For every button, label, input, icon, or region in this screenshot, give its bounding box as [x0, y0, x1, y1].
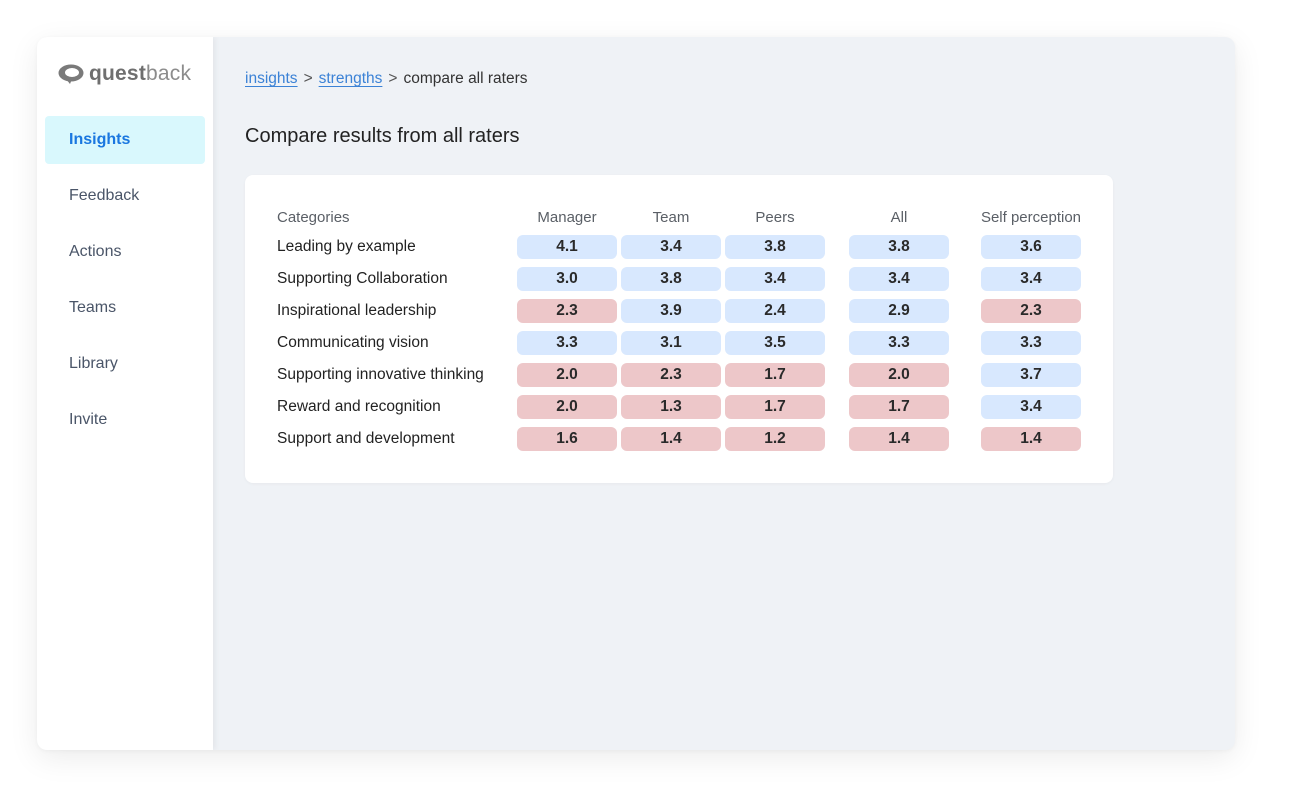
sidebar-nav: Insights Feedback Actions Teams Library … [45, 116, 205, 452]
score-cell-all: 1.4 [849, 427, 949, 451]
table-row: Supporting innovative thinking 2.0 2.3 1.7 2… [277, 359, 1083, 391]
score-cell-self-perception: 3.6 [981, 235, 1081, 259]
brand-logo[interactable]: questback [57, 61, 191, 87]
speech-bubble-icon [58, 64, 84, 84]
score-cell-team: 1.3 [621, 395, 721, 419]
brand-name-light: back [146, 62, 192, 85]
score-cell-self-perception: 3.7 [981, 363, 1081, 387]
page-title: Compare results from all raters [245, 125, 520, 147]
category-label: Communicating vision [277, 334, 429, 351]
table-row: Communicating vision 3.3 3.1 3.5 3.3 3.3 [277, 327, 1083, 359]
score-cell-self-perception: 3.4 [981, 395, 1081, 419]
score-cell-all: 3.3 [849, 331, 949, 355]
score-cell-team: 1.4 [621, 427, 721, 451]
score-cell-all: 1.7 [849, 395, 949, 419]
table-row: Supporting Collaboration 3.0 3.8 3.4 3.4 3.4 [277, 263, 1083, 295]
category-label: Supporting Collaboration [277, 270, 448, 287]
score-cell-peers: 2.4 [725, 299, 825, 323]
breadcrumb-separator: > [303, 70, 313, 87]
column-header-self-perception: Self perception [980, 208, 1082, 226]
score-cell-team: 3.4 [621, 235, 721, 259]
column-header-peers: Peers [755, 208, 795, 226]
score-cell-manager: 3.0 [517, 267, 617, 291]
score-cell-peers: 3.5 [725, 331, 825, 355]
column-header-categories: Categories [277, 208, 350, 226]
sidebar-item-library[interactable]: Library [69, 355, 118, 372]
category-label: Support and development [277, 430, 455, 447]
table-row: Inspirational leadership 2.3 3.9 2.4 2.9 2.3 [277, 295, 1083, 327]
score-cell-self-perception: 2.3 [981, 299, 1081, 323]
sidebar-item-insights[interactable]: Insights [45, 116, 205, 164]
score-cell-peers: 1.2 [725, 427, 825, 451]
main-content: insights > strengths > compare all rater… [213, 37, 1235, 750]
app-window: questback Insights Feedback Actions Team… [37, 37, 1235, 750]
sidebar: questback Insights Feedback Actions Team… [37, 37, 213, 750]
score-cell-team: 3.8 [621, 267, 721, 291]
brand-name-bold: quest [89, 62, 147, 85]
results-table: Categories Manager Team Peers All Self p… [277, 203, 1083, 455]
category-label: Reward and recognition [277, 398, 441, 415]
score-cell-self-perception: 3.4 [981, 267, 1081, 291]
score-cell-manager: 2.0 [517, 395, 617, 419]
score-cell-team: 3.1 [621, 331, 721, 355]
breadcrumb-link-strengths[interactable]: strengths [318, 70, 383, 87]
score-cell-all: 3.8 [849, 235, 949, 259]
column-header-team: Team [652, 208, 690, 226]
sidebar-item-teams[interactable]: Teams [69, 299, 117, 316]
table-row: Leading by example 4.1 3.4 3.8 3.8 3.6 [277, 231, 1083, 263]
sidebar-item-invite[interactable]: Invite [69, 411, 108, 428]
sidebar-item-feedback[interactable]: Feedback [69, 187, 140, 204]
breadcrumb-link-insights[interactable]: insights [245, 70, 298, 87]
category-label: Inspirational leadership [277, 302, 437, 319]
category-label: Supporting innovative thinking [277, 366, 484, 383]
score-cell-peers: 3.4 [725, 267, 825, 291]
score-cell-all: 2.9 [849, 299, 949, 323]
score-cell-self-perception: 1.4 [981, 427, 1081, 451]
breadcrumb-separator: > [388, 70, 398, 87]
sidebar-item-actions[interactable]: Actions [69, 243, 122, 260]
column-header-manager: Manager [537, 208, 597, 226]
score-cell-all: 2.0 [849, 363, 949, 387]
score-cell-manager: 3.3 [517, 331, 617, 355]
score-cell-manager: 4.1 [517, 235, 617, 259]
score-cell-team: 3.9 [621, 299, 721, 323]
table-row: Reward and recognition 2.0 1.3 1.7 1.7 3.4 [277, 391, 1083, 423]
table-row: Support and development 1.6 1.4 1.2 1.4 1.4 [277, 423, 1083, 455]
score-cell-team: 2.3 [621, 363, 721, 387]
score-cell-all: 3.4 [849, 267, 949, 291]
category-label: Leading by example [277, 238, 416, 255]
score-cell-manager: 1.6 [517, 427, 617, 451]
breadcrumb-current: compare all raters [403, 70, 528, 87]
score-cell-peers: 3.8 [725, 235, 825, 259]
results-card: Categories Manager Team Peers All Self p… [245, 175, 1113, 483]
column-header-all: All [890, 208, 908, 226]
breadcrumb: insights > strengths > compare all rater… [245, 70, 528, 88]
score-cell-self-perception: 3.3 [981, 331, 1081, 355]
score-cell-manager: 2.0 [517, 363, 617, 387]
score-cell-peers: 1.7 [725, 395, 825, 419]
score-cell-manager: 2.3 [517, 299, 617, 323]
table-header-row: Categories Manager Team Peers All Self p… [277, 203, 1083, 231]
score-cell-peers: 1.7 [725, 363, 825, 387]
brand-name: questback [89, 62, 191, 86]
